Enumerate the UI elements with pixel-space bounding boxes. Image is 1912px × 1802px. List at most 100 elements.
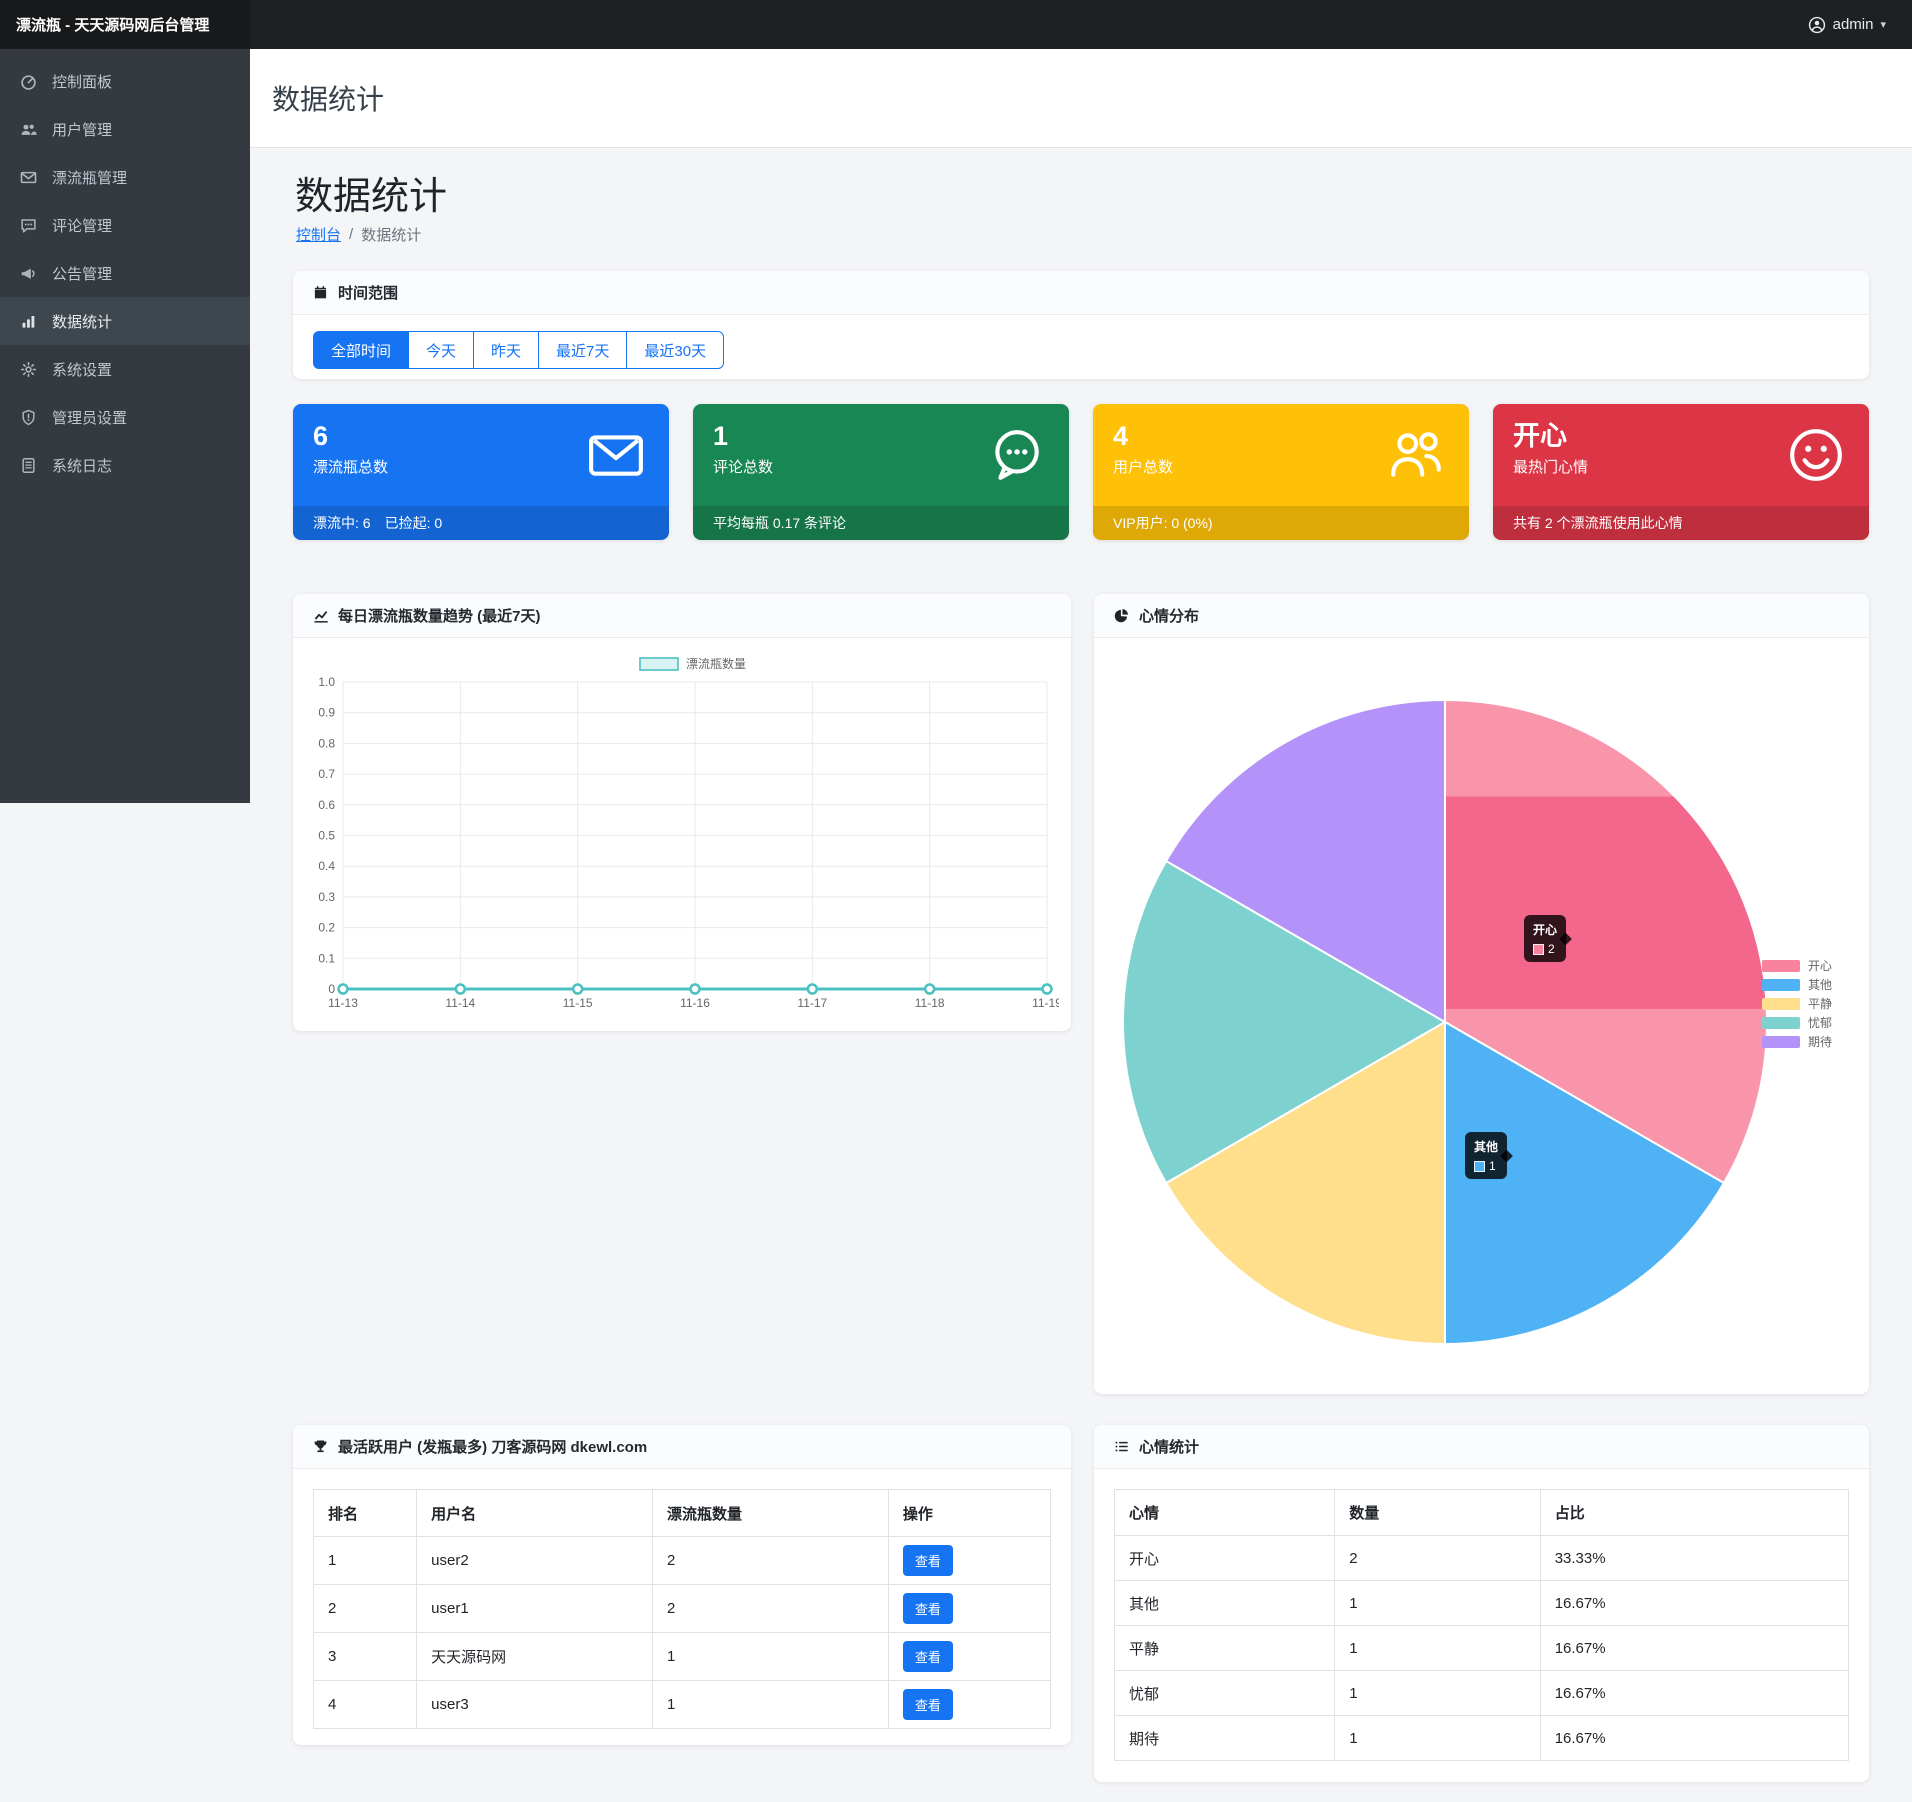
count-cell: 2 xyxy=(1334,1535,1541,1581)
svg-text:漂流瓶数量: 漂流瓶数量 xyxy=(686,656,746,671)
mood-pie-title: 心情分布 xyxy=(1139,608,1200,625)
time-filter-30days-button[interactable]: 最近30天 xyxy=(626,331,725,369)
view-button[interactable]: 查看 xyxy=(902,1689,953,1720)
table-row: 平静 1 16.67% xyxy=(1113,1625,1850,1671)
svg-text:0.3: 0.3 xyxy=(318,890,335,904)
username-cell: user3 xyxy=(416,1680,653,1729)
mood-pie-header: 心情分布 xyxy=(1094,594,1869,638)
comment-icon xyxy=(19,216,37,234)
trend-chart-card: 每日漂流瓶数量趋势 (最近7天) 漂流瓶数量 0 0.1 0.2 0.3 0.4 0.5 0.… xyxy=(293,594,1071,1031)
tooltip-label: 其他 xyxy=(1474,1140,1499,1154)
chat-dots-icon xyxy=(987,426,1045,484)
time-filter-7days-button[interactable]: 最近7天 xyxy=(538,331,627,369)
pie-legend-item[interactable]: 忧郁 xyxy=(1762,1013,1832,1032)
svg-text:11-16: 11-16 xyxy=(680,996,710,1010)
sidebar: 控制面板 用户管理 漂流瓶管理 评论管理 公告管理 数据统计 系统设置 管理员设… xyxy=(0,49,250,803)
action-cell: 查看 xyxy=(887,1632,1052,1681)
trend-chart-title: 每日漂流瓶数量趋势 (最近7天) xyxy=(338,608,541,625)
rank-cell: 4 xyxy=(312,1680,418,1729)
stat-footer: 平均每瓶 0.17 条评论 xyxy=(693,506,1069,540)
sidebar-item-admin-settings[interactable]: 管理员设置 xyxy=(0,393,250,441)
sidebar-item-label: 评论管理 xyxy=(52,217,113,235)
rank-cell: 1 xyxy=(312,1536,418,1585)
table-row: 忧郁 1 16.67% xyxy=(1113,1670,1850,1716)
legend-swatch xyxy=(1762,959,1800,972)
trophy-icon xyxy=(313,1439,329,1455)
time-range-title: 时间范围 xyxy=(338,285,399,302)
user-menu[interactable]: admin ▾ xyxy=(1808,0,1886,49)
table-row: 其他 1 16.67% xyxy=(1113,1580,1850,1626)
sidebar-item-label: 用户管理 xyxy=(52,121,113,139)
breadcrumb-home-link[interactable]: 控制台 xyxy=(296,227,342,244)
sidebar-item-announcements[interactable]: 公告管理 xyxy=(0,249,250,297)
legend-label: 开心 xyxy=(1808,959,1833,973)
svg-text:0.1: 0.1 xyxy=(318,951,335,965)
svg-text:1.0: 1.0 xyxy=(318,675,335,689)
count-cell: 1 xyxy=(1334,1625,1541,1671)
svg-text:11-15: 11-15 xyxy=(563,996,593,1010)
sidebar-item-bottles[interactable]: 漂流瓶管理 xyxy=(0,153,250,201)
pie-legend-item[interactable]: 平静 xyxy=(1762,994,1832,1013)
time-range-buttons: 全部时间 今天 昨天 最近7天 最近30天 xyxy=(313,331,725,369)
content-header: 数据统计 xyxy=(250,49,1912,148)
svg-text:0: 0 xyxy=(328,982,335,996)
percent-cell: 16.67% xyxy=(1539,1670,1850,1716)
legend-swatch xyxy=(1762,997,1800,1010)
mood-cell: 开心 xyxy=(1113,1535,1336,1581)
view-button[interactable]: 查看 xyxy=(902,1641,953,1672)
action-cell: 查看 xyxy=(887,1584,1052,1633)
breadcrumb-separator: / xyxy=(349,226,354,243)
sidebar-item-comments[interactable]: 评论管理 xyxy=(0,201,250,249)
mood-pie-chart[interactable] xyxy=(1094,638,1869,1394)
view-button[interactable]: 查看 xyxy=(902,1545,953,1576)
trend-line-chart[interactable]: 漂流瓶数量 0 0.1 0.2 0.3 0.4 0.5 0.6 0.7 0.8 0.9 1.0 11-1… xyxy=(305,642,1059,1027)
sidebar-item-users[interactable]: 用户管理 xyxy=(0,105,250,153)
envelope-icon xyxy=(19,168,37,186)
chevron-down-icon: ▾ xyxy=(1880,19,1886,31)
tooltip-label: 开心 xyxy=(1533,923,1558,937)
speedometer-icon xyxy=(19,72,37,90)
mood-pie-card: 心情分布 开心 其他 平静 忧郁 期待 开心 2 其他 1 xyxy=(1094,594,1869,1394)
tooltip-swatch xyxy=(1474,1160,1485,1172)
people-icon xyxy=(1387,426,1445,484)
legend-swatch xyxy=(1762,1035,1800,1048)
pie-legend-item[interactable]: 开心 xyxy=(1762,956,1832,975)
column-header: 数量 xyxy=(1334,1489,1541,1536)
sidebar-item-system-logs[interactable]: 系统日志 xyxy=(0,441,250,489)
table-row: 开心 2 33.33% xyxy=(1113,1535,1850,1581)
stat-label: 用户总数 xyxy=(1113,459,1174,476)
percent-cell: 16.67% xyxy=(1539,1625,1850,1671)
sidebar-item-label: 漂流瓶管理 xyxy=(52,169,128,187)
tooltip-value: 2 xyxy=(1548,942,1555,956)
table-row: 2 user1 2 查看 xyxy=(312,1584,1052,1633)
pie-chart-icon xyxy=(1114,608,1130,624)
stat-value: 开心 xyxy=(1513,421,1567,451)
time-range-header: 时间范围 xyxy=(293,271,1869,315)
sidebar-item-system-settings[interactable]: 系统设置 xyxy=(0,345,250,393)
pie-tooltip-other: 其他 1 xyxy=(1465,1132,1508,1179)
time-filter-today-button[interactable]: 今天 xyxy=(408,331,474,369)
sidebar-item-statistics[interactable]: 数据统计 xyxy=(0,297,250,345)
sidebar-item-dashboard[interactable]: 控制面板 xyxy=(0,57,250,105)
mood-cell: 忧郁 xyxy=(1113,1670,1336,1716)
column-header: 排名 xyxy=(312,1489,418,1537)
count-cell: 1 xyxy=(1334,1670,1541,1716)
legend-label: 期待 xyxy=(1808,1035,1833,1049)
time-filter-all-button[interactable]: 全部时间 xyxy=(313,331,409,369)
active-users-card: 最活跃用户 (发瓶最多) 刀客源码网 dkewl.com 排名 用户名 漂流瓶数… xyxy=(293,1425,1071,1745)
pie-legend-item[interactable]: 其他 xyxy=(1762,975,1832,994)
mood-cell: 其他 xyxy=(1113,1580,1336,1626)
stat-value: 4 xyxy=(1113,421,1129,451)
column-header: 心情 xyxy=(1113,1489,1336,1536)
breadcrumb-current: 数据统计 xyxy=(361,227,422,244)
view-button[interactable]: 查看 xyxy=(902,1593,953,1624)
percent-cell: 16.67% xyxy=(1539,1580,1850,1626)
table-row: 3 天天源码网 1 查看 xyxy=(312,1632,1052,1681)
column-header: 漂流瓶数量 xyxy=(652,1489,889,1537)
gear-icon xyxy=(19,360,37,378)
top-navbar: 漂流瓶 - 天天源码网后台管理 admin ▾ xyxy=(0,0,1912,49)
svg-text:0.8: 0.8 xyxy=(318,736,335,750)
time-filter-yesterday-button[interactable]: 昨天 xyxy=(473,331,539,369)
pie-legend-item[interactable]: 期待 xyxy=(1762,1032,1832,1051)
stat-footer: VIP用户: 0 (0%) xyxy=(1093,506,1469,540)
